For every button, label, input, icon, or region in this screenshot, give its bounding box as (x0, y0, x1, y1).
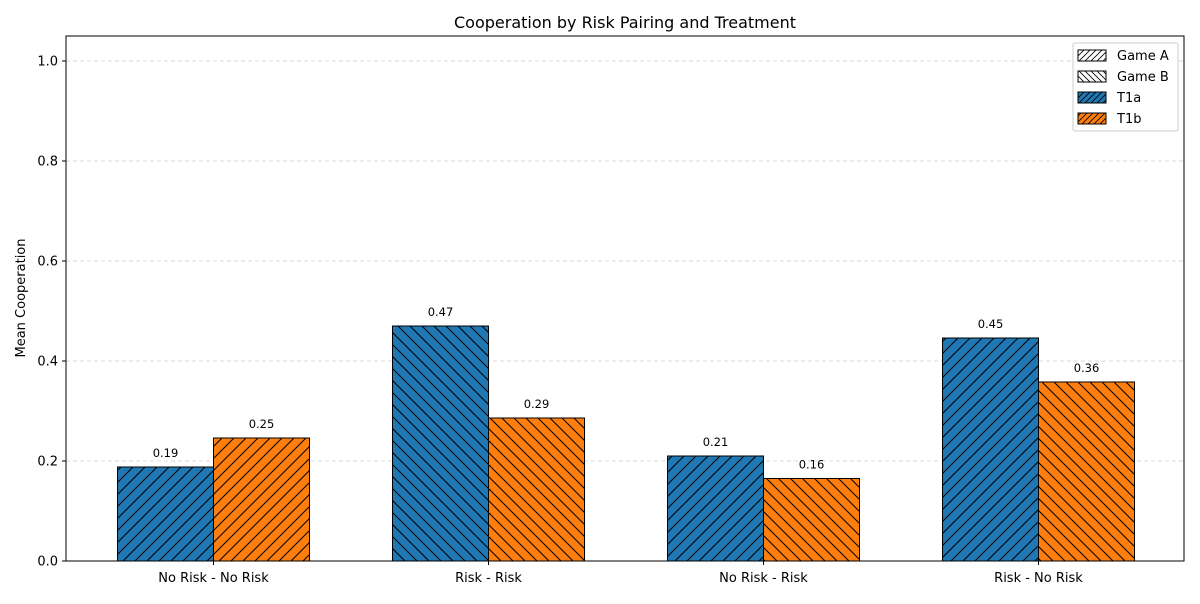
y-tick-label: 0.0 (37, 555, 58, 570)
bar (488, 417, 585, 562)
bar (942, 337, 1039, 562)
bars (117, 325, 1135, 562)
y-axis-label: Mean Cooperation (14, 239, 29, 358)
x-tick-label: No Risk - No Risk (158, 571, 269, 586)
data-label: 0.45 (978, 317, 1004, 331)
y-axis: 0.0 0.2 0.4 0.6 0.8 1.0 (37, 55, 66, 570)
y-tick-label: 0.2 (37, 455, 58, 470)
data-label: 0.25 (249, 417, 275, 431)
legend-label: T1a (1116, 91, 1141, 106)
data-label: 0.19 (153, 446, 179, 460)
x-tick-label: Risk - No Risk (994, 571, 1083, 586)
data-labels: 0.19 0.25 0.47 0.29 0.21 0.16 0.45 0.36 (153, 305, 1100, 472)
legend-label: Game A (1117, 49, 1169, 64)
legend-swatch (1077, 91, 1107, 104)
y-tick-label: 0.4 (37, 355, 58, 370)
bar (667, 455, 764, 562)
data-label: 0.47 (428, 305, 454, 319)
y-tick-label: 1.0 (37, 55, 58, 70)
legend: Game A Game B T1a T1b (1072, 42, 1179, 132)
chart-title: Cooperation by Risk Pairing and Treatmen… (454, 13, 796, 32)
bar (213, 437, 310, 562)
bar (1038, 381, 1135, 562)
legend-swatch (1077, 112, 1107, 125)
data-label: 0.21 (703, 435, 729, 449)
legend-swatch (1077, 70, 1107, 83)
legend-label: T1b (1116, 112, 1141, 127)
data-label: 0.29 (524, 397, 550, 411)
legend-swatch (1077, 49, 1107, 62)
bar (763, 478, 860, 562)
x-tick-label: No Risk - Risk (719, 571, 808, 586)
data-label: 0.16 (799, 458, 825, 472)
x-axis: No Risk - No Risk Risk - Risk No Risk - Ri… (158, 561, 1083, 586)
bar (117, 466, 214, 562)
legend-box (1072, 42, 1179, 132)
plot-area-frame (65, 35, 1185, 562)
x-tick-label: Risk - Risk (455, 571, 522, 586)
y-tick-label: 0.6 (37, 255, 58, 270)
bar (392, 325, 489, 562)
data-label: 0.36 (1074, 361, 1100, 375)
legend-label: Game B (1117, 70, 1169, 85)
y-tick-label: 0.8 (37, 155, 58, 170)
